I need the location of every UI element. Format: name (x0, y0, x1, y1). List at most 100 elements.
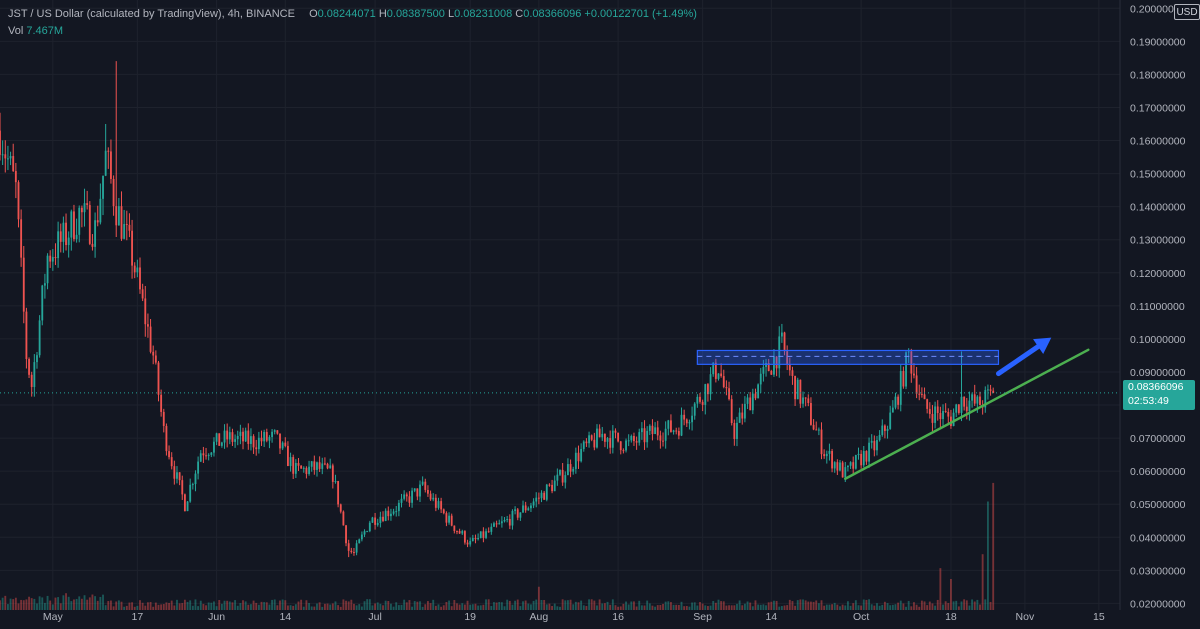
volume-bar (931, 603, 934, 610)
candle-body (461, 531, 464, 534)
candle-body (780, 332, 783, 337)
volume-bar (738, 600, 741, 610)
candle-body (487, 531, 490, 533)
candle-body (815, 429, 818, 431)
volume-bar (553, 603, 556, 610)
volume-bar (611, 599, 614, 610)
candle-body (638, 432, 641, 443)
volume-bar (548, 603, 551, 610)
candle-body (316, 462, 318, 470)
volume-bar (313, 606, 316, 610)
candle-body (601, 433, 604, 438)
volume-bar (231, 602, 234, 610)
volume-bar (540, 599, 543, 610)
candle-body (503, 520, 506, 522)
candle-body (662, 440, 664, 442)
candle-body (210, 452, 213, 455)
volume-bar (30, 598, 33, 610)
volume-bar (662, 603, 664, 610)
volume-bar (300, 599, 303, 610)
volume-bar (287, 605, 289, 610)
candle-body (334, 481, 337, 483)
candle-body (849, 462, 852, 466)
candle-body (770, 370, 773, 375)
volume-bar (794, 605, 797, 610)
candle-body (516, 509, 519, 518)
symbol-title[interactable]: JST / US Dollar (calculated by TradingVi… (8, 8, 295, 20)
candle-body (355, 543, 358, 553)
candle-body (561, 469, 564, 483)
volume-bar (593, 600, 596, 610)
candle-body (432, 497, 435, 500)
volume-bar (902, 603, 905, 610)
candle-body (670, 420, 672, 432)
volume-bar (25, 599, 28, 610)
volume-bar (672, 604, 675, 610)
candle-body (799, 379, 802, 404)
volume-bar (704, 605, 707, 610)
currency-button[interactable]: USD (1174, 4, 1200, 20)
candle-body (854, 455, 857, 469)
volume-bar (440, 606, 443, 610)
candle-body (67, 237, 70, 246)
volume-bar (387, 600, 390, 610)
candle-body (218, 433, 221, 446)
candle-body (683, 414, 686, 420)
volume-bar (178, 603, 181, 610)
candle-body (897, 396, 900, 405)
volume-bar (62, 595, 65, 610)
volume-bar (403, 599, 406, 610)
volume-bar (197, 606, 200, 610)
volume-bar (181, 603, 184, 610)
volume-bar (59, 603, 62, 610)
volume-bar (950, 579, 952, 610)
volume-bar (836, 604, 839, 610)
candle-body (876, 440, 878, 451)
volume-bar (162, 604, 165, 610)
volume-bar (239, 603, 242, 610)
candle-body (825, 453, 828, 457)
volume-bar (971, 599, 973, 610)
volume-bar (442, 605, 445, 610)
volume-bar (580, 600, 583, 610)
candle-body (456, 530, 458, 532)
volume-bar (775, 600, 778, 610)
candle-body (865, 451, 868, 462)
volume-bar (688, 606, 691, 610)
candle-body (736, 422, 738, 439)
volume-bar (427, 601, 429, 610)
candle-body (693, 403, 696, 416)
volume-bar (860, 605, 863, 610)
volume-bar (189, 600, 192, 610)
volume-bar (841, 604, 844, 610)
volume-bar (498, 601, 501, 610)
candle-body (582, 441, 585, 449)
volume-bar (413, 601, 416, 610)
volume-bar (366, 599, 369, 610)
volume-bar (479, 605, 482, 610)
volume-bar (382, 605, 384, 610)
volume-bar (913, 602, 915, 610)
candle-body (635, 441, 638, 443)
volume-bar (804, 600, 807, 610)
candle-body (696, 396, 699, 404)
candle-body (910, 351, 913, 374)
volume-bar (17, 603, 20, 610)
volume-bar (537, 586, 540, 610)
candle-body (598, 428, 601, 438)
candle-body (725, 386, 728, 389)
volume-bar (405, 602, 408, 610)
volume-bar (928, 601, 931, 610)
candle-body (527, 508, 530, 511)
volume-bar (817, 603, 820, 610)
volume-bar (680, 601, 683, 610)
candle-body (614, 430, 617, 433)
candle-body (88, 205, 91, 244)
candle-body (250, 436, 252, 444)
candle-body (207, 454, 210, 456)
volume-bars (0, 482, 995, 610)
volume-bar (862, 599, 865, 610)
volume-bar (899, 600, 902, 610)
